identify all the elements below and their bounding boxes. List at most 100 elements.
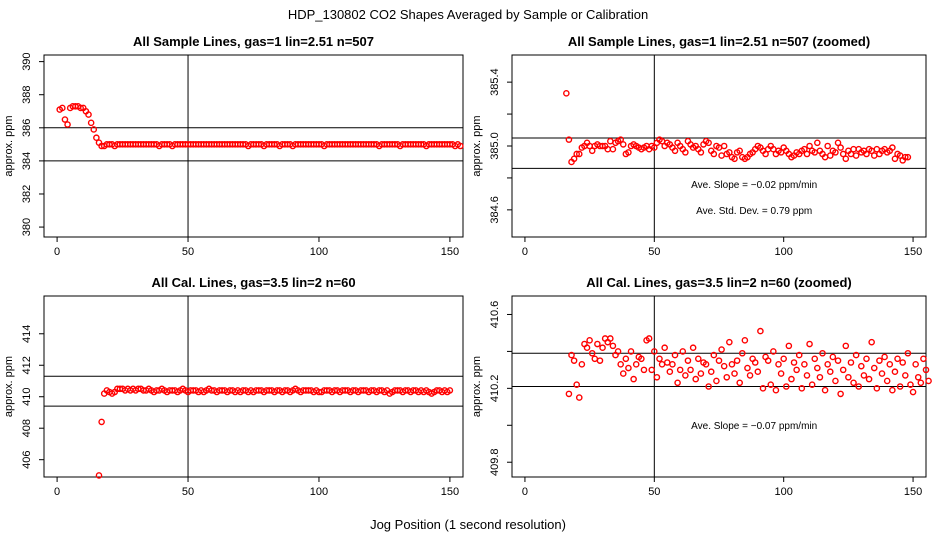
data-point xyxy=(826,152,834,159)
data-point xyxy=(671,147,679,155)
plot-frame xyxy=(43,295,464,478)
data-point xyxy=(811,355,819,363)
x-tick-label: 100 xyxy=(310,246,328,258)
data-point xyxy=(873,385,881,392)
data-point xyxy=(61,116,69,123)
data-point xyxy=(920,355,927,363)
data-point xyxy=(565,390,573,398)
panel-title: All Sample Lines, gas=1 lin=2.51 n=507 xyxy=(133,34,374,49)
data-point xyxy=(705,383,712,390)
data-point xyxy=(860,372,868,379)
data-point xyxy=(671,351,679,359)
data-point xyxy=(736,379,744,387)
stats-annotation: Ave. Slope = −0.07 ppm/min xyxy=(691,421,817,432)
y-tick-label: 384.6 xyxy=(489,196,501,224)
figure-title: HDP_130802 CO2 Shapes Averaged by Sample… xyxy=(288,7,648,22)
y-axis-label: approx. ppm xyxy=(3,356,15,417)
data-point xyxy=(858,362,865,370)
data-point xyxy=(619,141,627,148)
data-point xyxy=(847,359,855,366)
data-point xyxy=(770,348,777,355)
data-point xyxy=(878,370,886,377)
panel-title: All Sample Lines, gas=1 lin=2.51 n=507 (… xyxy=(568,34,870,49)
data-point xyxy=(863,355,870,363)
data-point xyxy=(656,355,663,363)
y-tick-label: 410.2 xyxy=(489,375,501,403)
data-point xyxy=(682,149,689,156)
data-point xyxy=(710,351,718,359)
data-point xyxy=(684,357,692,364)
data-point xyxy=(832,377,839,385)
data-point xyxy=(782,383,790,390)
data-point xyxy=(881,353,888,361)
data-point xyxy=(661,344,668,352)
data-point xyxy=(568,351,575,359)
data-point xyxy=(788,375,795,383)
y-axis-label: approx. ppm xyxy=(471,115,483,176)
data-point xyxy=(852,152,860,159)
data-point xyxy=(625,149,632,156)
y-tick-label: 410 xyxy=(21,388,33,406)
data-point xyxy=(889,386,896,394)
data-point xyxy=(630,375,637,383)
data-point xyxy=(728,361,736,368)
data-point xyxy=(883,377,891,385)
data-point xyxy=(808,381,816,388)
data-point xyxy=(588,147,596,155)
data-point xyxy=(87,119,95,127)
data-point xyxy=(894,355,901,363)
x-tick-label: 50 xyxy=(182,246,194,258)
data-point xyxy=(803,150,811,158)
data-point xyxy=(720,142,728,150)
y-tick-label: 412 xyxy=(21,356,33,374)
data-point xyxy=(852,351,860,359)
data-point xyxy=(609,145,617,153)
x-tick-label: 100 xyxy=(775,486,793,498)
data-point xyxy=(806,142,813,150)
data-point xyxy=(617,361,624,368)
data-point xyxy=(870,152,878,159)
data-point xyxy=(736,147,744,155)
data-point xyxy=(59,104,66,112)
data-point xyxy=(819,349,826,357)
data-point xyxy=(573,381,580,388)
x-axis-label: Jog Position (1 second resolution) xyxy=(370,517,566,532)
data-point xyxy=(697,370,705,377)
data-point xyxy=(726,338,733,346)
data-point xyxy=(627,348,635,355)
data-point xyxy=(599,142,606,150)
data-point xyxy=(850,379,857,387)
y-tick-label: 408 xyxy=(21,419,33,437)
data-point xyxy=(588,349,596,357)
data-point xyxy=(570,357,578,364)
data-point xyxy=(457,142,464,150)
data-point xyxy=(98,418,105,426)
data-point xyxy=(710,150,718,158)
data-point xyxy=(914,373,922,381)
data-point xyxy=(713,377,720,385)
data-point xyxy=(578,361,586,368)
data-point xyxy=(648,366,656,374)
data-point xyxy=(899,359,907,366)
data-point xyxy=(583,344,591,352)
y-tick-label: 406 xyxy=(21,451,33,469)
data-point xyxy=(839,366,847,374)
data-point xyxy=(726,149,733,156)
y-tick-label: 384 xyxy=(21,152,33,170)
data-point xyxy=(741,337,749,344)
data-point xyxy=(754,368,762,376)
data-point xyxy=(868,338,875,346)
data-point xyxy=(886,361,894,368)
data-point xyxy=(674,379,681,387)
x-tick-label: 50 xyxy=(648,246,660,258)
data-point xyxy=(896,383,904,390)
x-tick-label: 150 xyxy=(441,486,459,498)
data-point xyxy=(922,366,930,374)
data-point xyxy=(609,342,617,350)
data-point xyxy=(746,372,754,379)
x-tick-label: 150 xyxy=(904,486,922,498)
data-point xyxy=(720,362,728,370)
data-point xyxy=(563,90,570,97)
stats-annotation: Ave. Slope = −0.02 ppm/min xyxy=(691,180,817,191)
